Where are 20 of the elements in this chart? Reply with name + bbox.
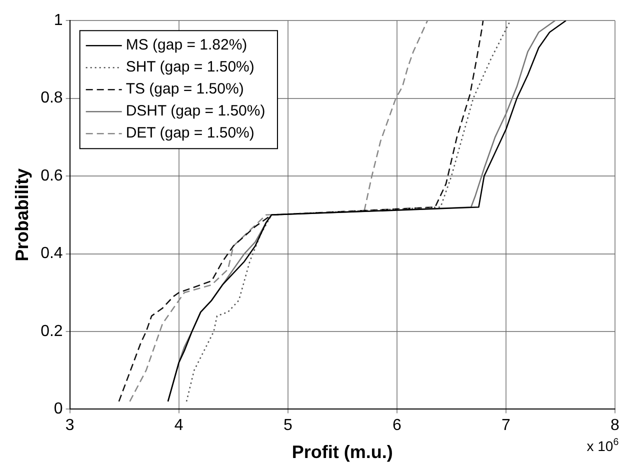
x-tick-label: 7: [502, 417, 511, 434]
line-series: [118, 20, 484, 402]
x-tick-label: 5: [283, 417, 292, 434]
y-tick-label: 1: [54, 12, 63, 30]
y-tick-label: 0.8: [40, 90, 63, 107]
legend-label: DET (gap = 1.50%): [126, 124, 254, 142]
x-axis-title: Profit (m.u.): [292, 442, 393, 462]
x-tick-label: 8: [610, 417, 620, 434]
x-tick-label: 6: [392, 417, 402, 434]
legend-label: DSHT (gap = 1.50%): [126, 102, 266, 120]
legend-label: MS (gap = 1.82%): [126, 36, 248, 54]
legend-label: TS (gap = 1.50%): [126, 80, 244, 98]
y-tick-label: 0.2: [40, 322, 63, 340]
y-tick-label: 0: [54, 400, 63, 418]
y-tick-label: 0.4: [40, 245, 63, 262]
y-tick-label: 0.6: [40, 167, 63, 184]
y-axis-title: Probability: [12, 168, 32, 262]
legend-label: SHT (gap = 1.50%): [126, 58, 254, 76]
x-tick-label: 3: [65, 417, 74, 434]
x-tick-label: 4: [174, 417, 184, 434]
